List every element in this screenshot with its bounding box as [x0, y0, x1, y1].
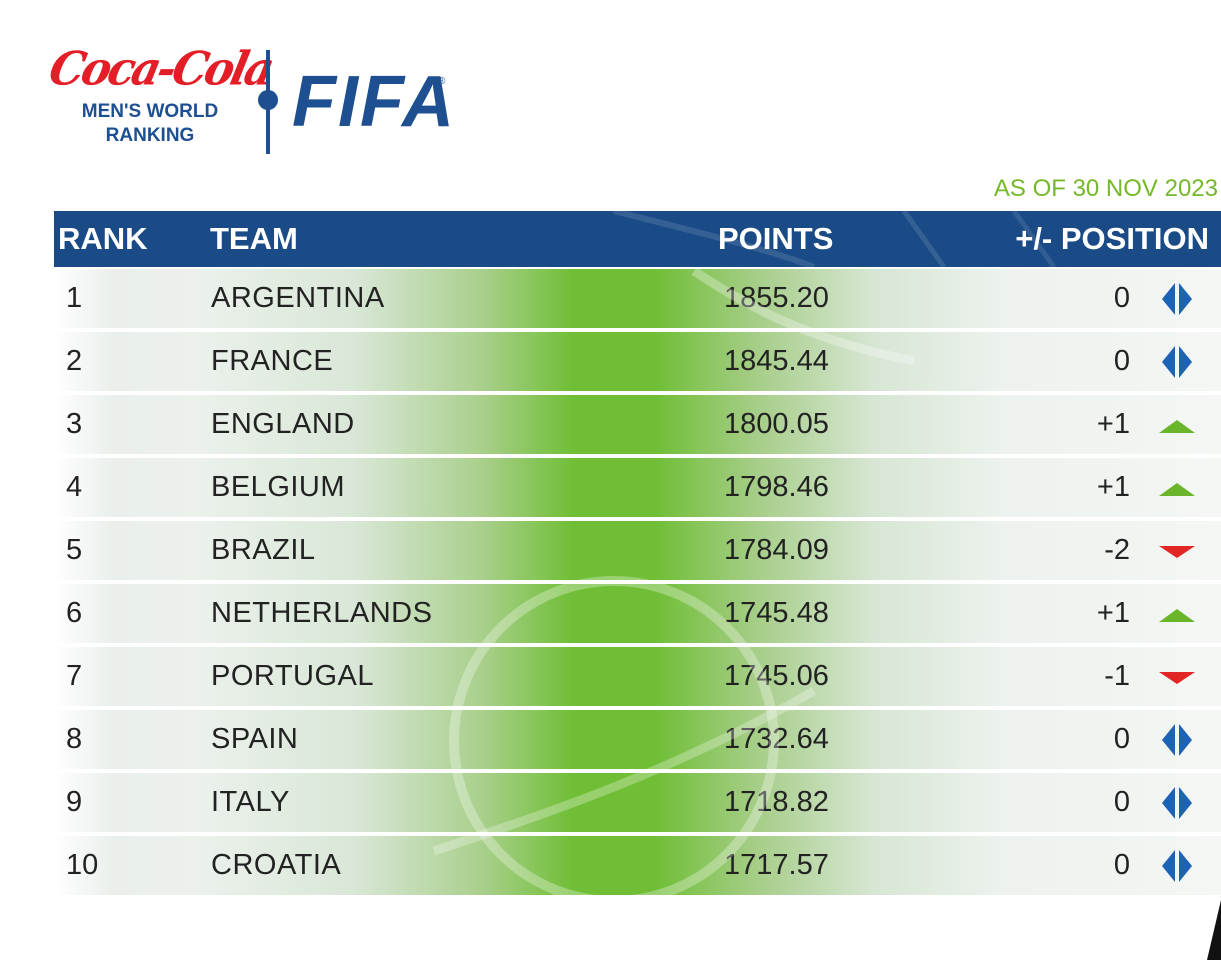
team-cell: FRANCE	[211, 345, 334, 377]
points-cell: 1732.64	[724, 723, 829, 755]
position-change-cell: -1	[1104, 660, 1130, 692]
rank-cell: 2	[66, 345, 83, 377]
ranking-title-line1: MEN'S WORLD	[81, 101, 219, 122]
team-cell: SPAIN	[211, 723, 299, 755]
team-cell: ENGLAND	[211, 408, 355, 440]
table-row: 1 ARGENTINA 1855.20 0	[54, 269, 1221, 332]
up-triangle-icon	[1159, 609, 1195, 622]
fifa-logo: FIFA	[292, 62, 456, 142]
position-change-cell: 0	[1113, 849, 1130, 881]
points-cell: 1784.09	[724, 534, 829, 566]
unchanged-arrows-icon	[1162, 724, 1192, 756]
table-row: 4 BELGIUM 1798.46 +1	[54, 458, 1221, 521]
up-triangle-icon	[1159, 483, 1195, 496]
unchanged-arrows-icon	[1162, 850, 1192, 882]
team-cell: PORTUGAL	[211, 660, 375, 692]
points-cell: 1717.57	[724, 849, 829, 881]
coca-cola-wordmark: Coca-Cola	[44, 42, 277, 97]
unchanged-arrows-icon	[1162, 346, 1192, 378]
table-header: RANK TEAM POINTS +/- POSITION	[54, 211, 1221, 267]
rank-cell: 4	[66, 471, 83, 503]
team-cell: ITALY	[211, 786, 290, 818]
down-triangle-icon	[1159, 546, 1195, 558]
rank-cell: 1	[66, 282, 83, 314]
table-row: 7 PORTUGAL 1745.06 -1	[54, 647, 1221, 710]
position-change-cell: 0	[1113, 282, 1130, 314]
table-row: 3 ENGLAND 1800.05 +1	[54, 395, 1221, 458]
points-cell: 1845.44	[724, 345, 829, 377]
column-header-team: TEAM	[210, 221, 298, 256]
ranking-title-line2: RANKING	[105, 125, 195, 146]
coca-cola-ranking-logo: Coca-Cola MEN'S WORLD RANKING	[44, 40, 276, 160]
position-change-cell: -2	[1104, 534, 1130, 566]
position-change-cell: +1	[1096, 471, 1130, 503]
team-cell: CROATIA	[211, 849, 342, 881]
column-header-position-change: +/- POSITION	[1015, 221, 1209, 256]
table-row: 9 ITALY 1718.82 0	[54, 773, 1221, 836]
rank-cell: 6	[66, 597, 83, 629]
rank-cell: 3	[66, 408, 83, 440]
points-cell: 1745.48	[724, 597, 829, 629]
unchanged-arrows-icon	[1162, 787, 1192, 819]
position-change-cell: 0	[1113, 345, 1130, 377]
table-row: 5 BRAZIL 1784.09 -2	[54, 521, 1221, 584]
registered-mark: ®	[438, 76, 446, 87]
table-row: 6 NETHERLANDS 1745.48 +1	[54, 584, 1221, 647]
column-header-rank: RANK	[58, 221, 148, 256]
team-cell: ARGENTINA	[211, 282, 385, 314]
rank-cell: 5	[66, 534, 83, 566]
rank-cell: 9	[66, 786, 83, 818]
as-of-date: AS OF 30 NOV 2023	[993, 175, 1218, 202]
down-triangle-icon	[1159, 672, 1195, 684]
team-cell: BELGIUM	[211, 471, 346, 503]
corner-decoration	[1207, 900, 1221, 960]
ranking-rows: 1 ARGENTINA 1855.20 0 2 FRANCE 1845.44 0 3 ENGLAN…	[54, 267, 1221, 901]
column-header-points: POINTS	[718, 221, 834, 256]
logo-divider-dot	[258, 90, 278, 110]
rank-cell: 7	[66, 660, 83, 692]
points-cell: 1800.05	[724, 408, 829, 440]
position-change-cell: +1	[1096, 597, 1130, 629]
up-triangle-icon	[1159, 420, 1195, 433]
table-row: 2 FRANCE 1845.44 0	[54, 332, 1221, 395]
position-change-cell: +1	[1096, 408, 1130, 440]
table-row: 8 SPAIN 1732.64 0	[54, 710, 1221, 773]
points-cell: 1718.82	[724, 786, 829, 818]
position-change-cell: 0	[1113, 723, 1130, 755]
points-cell: 1798.46	[724, 471, 829, 503]
position-change-cell: 0	[1113, 786, 1130, 818]
ranking-table: RANK TEAM POINTS +/- POSITION 1 ARGENTINA…	[54, 211, 1221, 901]
team-cell: BRAZIL	[211, 534, 316, 566]
table-row: 10 CROATIA 1717.57 0	[54, 836, 1221, 899]
team-cell: NETHERLANDS	[211, 597, 433, 629]
unchanged-arrows-icon	[1162, 283, 1192, 315]
points-cell: 1745.06	[724, 660, 829, 692]
rank-cell: 8	[66, 723, 83, 755]
rank-cell: 10	[66, 849, 99, 881]
points-cell: 1855.20	[724, 282, 829, 314]
